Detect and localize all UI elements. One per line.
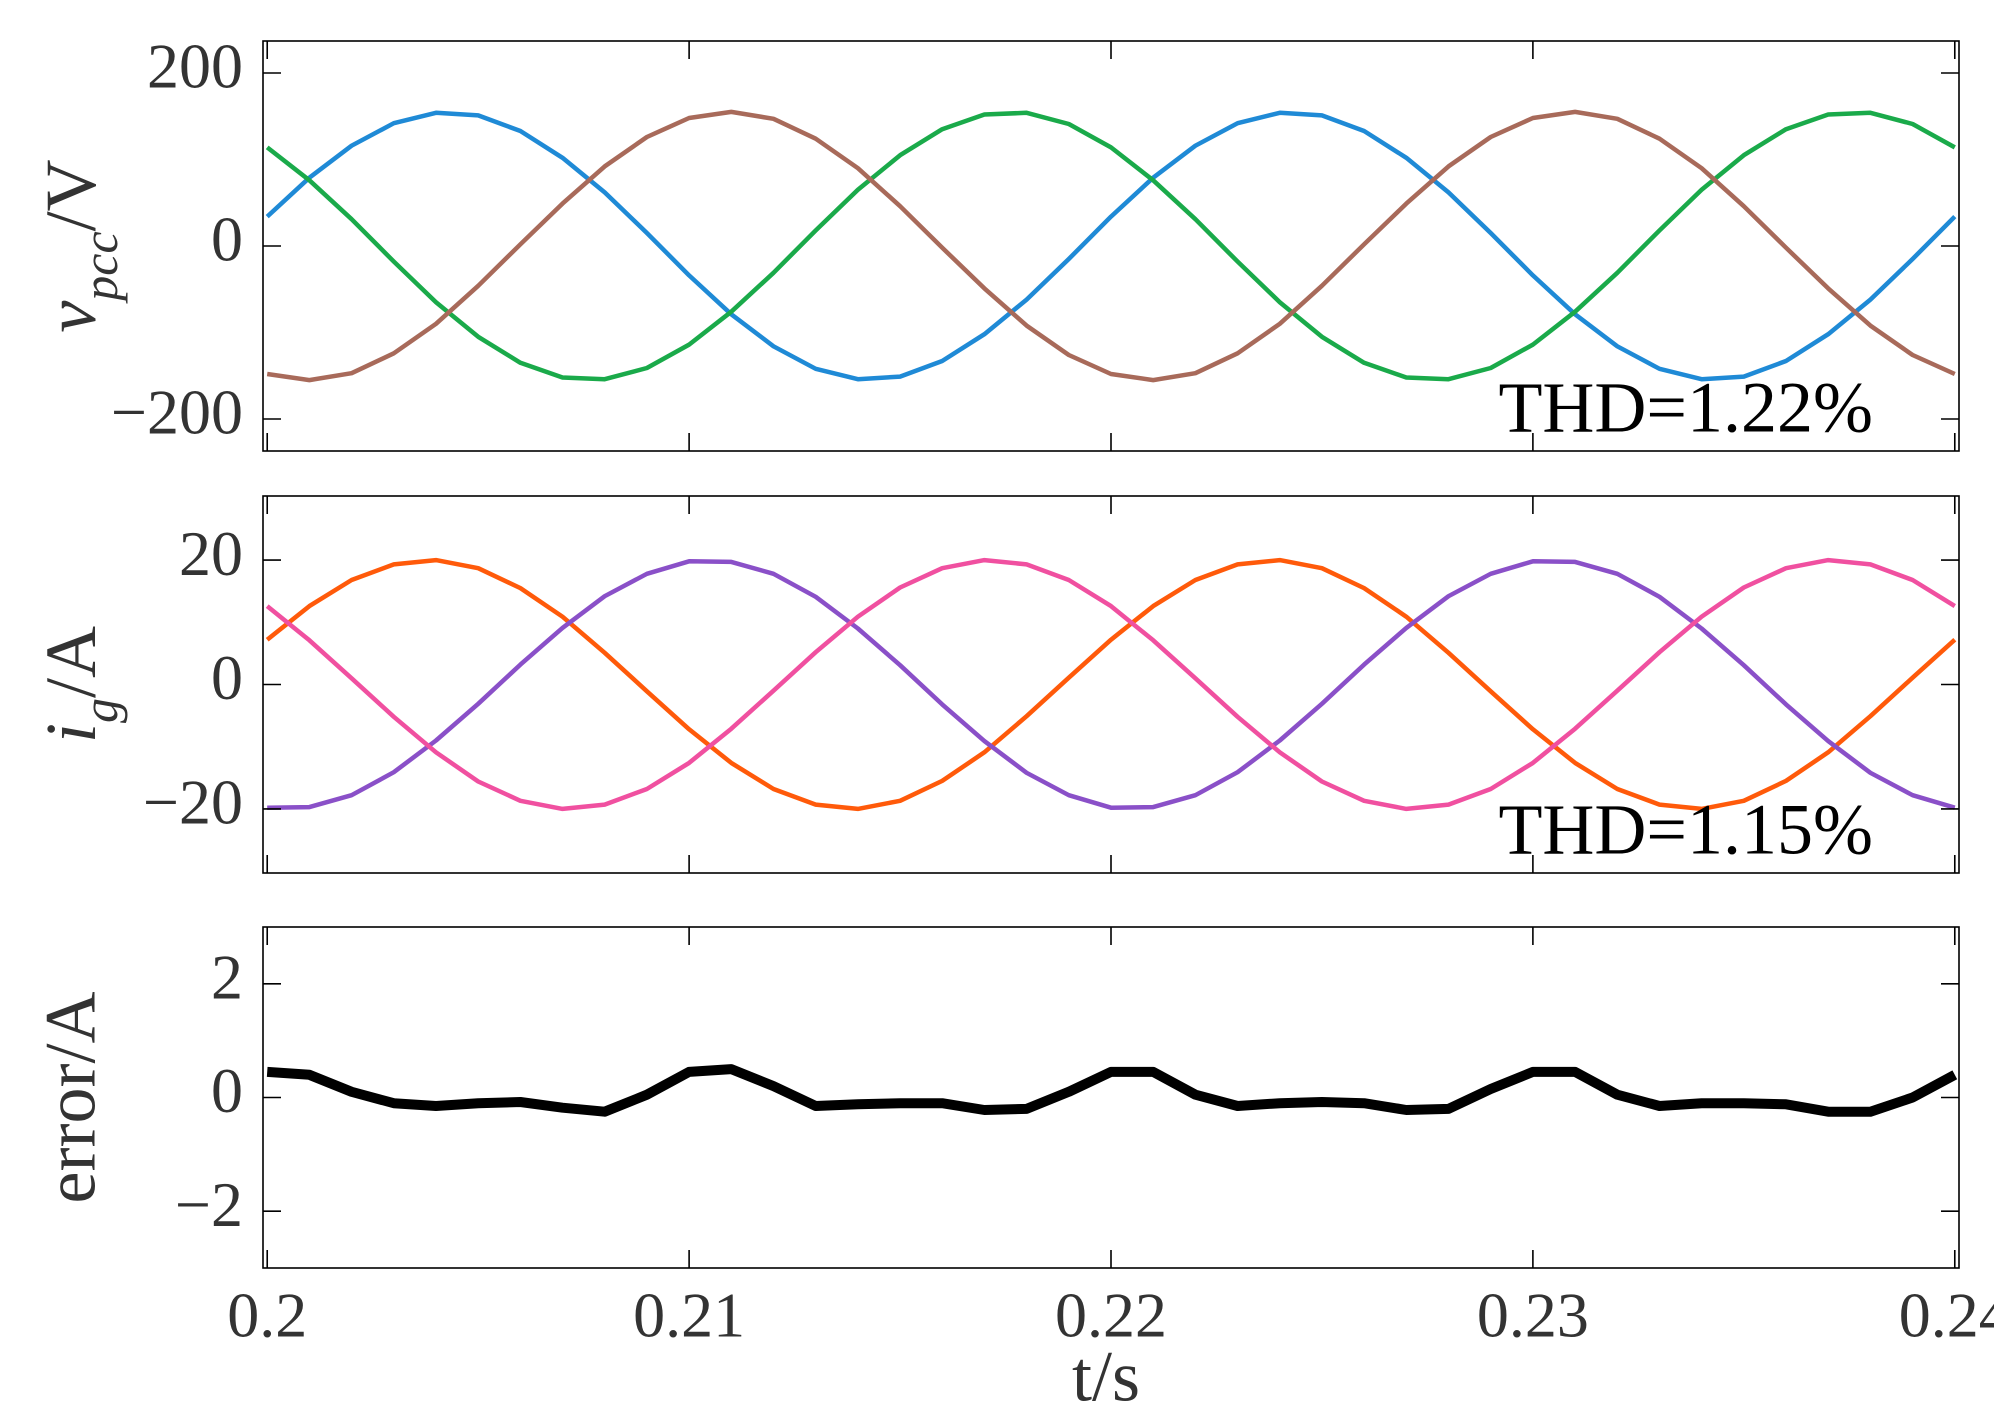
y-label-subscript: pcc: [72, 231, 128, 303]
series-line: [267, 559, 1956, 810]
series-line: [265, 110, 1957, 382]
x-tick-label: 0.22: [1055, 1280, 1167, 1351]
y-tick-label: 0: [211, 642, 243, 713]
series-line: [266, 109, 1956, 383]
y-label-unit: /V: [31, 159, 111, 231]
y-axis-label: ig/A: [31, 626, 129, 743]
annotation: THD=1.15%: [1498, 790, 1873, 870]
y-tick-label: 20: [179, 518, 243, 589]
x-tick-label: 0.23: [1477, 1280, 1589, 1351]
y-label-symbol: i: [31, 723, 111, 743]
y-axis-label: vpcc/V: [31, 159, 129, 332]
series-line: [265, 110, 1956, 382]
y-label-subscript: g: [72, 698, 128, 723]
series-line: [265, 557, 1957, 812]
y-tick-label: 200: [147, 31, 243, 102]
y-tick-label: 0: [211, 204, 243, 275]
x-axis-label: t/s: [1072, 1337, 1140, 1417]
y-tick-label: −20: [143, 767, 243, 838]
x-tick-label: 0.24: [1899, 1280, 1994, 1351]
y-label-symbol: v: [31, 301, 111, 333]
y-axis-label: error/A: [31, 992, 111, 1204]
annotation: THD=1.22%: [1498, 368, 1873, 448]
x-tick-label: 0.21: [633, 1280, 745, 1351]
y-tick-label: −2: [175, 1169, 243, 1240]
y-label-unit: /A: [31, 626, 111, 698]
y-tick-label: 2: [211, 942, 243, 1013]
y-tick-label: 0: [211, 1055, 243, 1126]
y-tick-label: −200: [111, 377, 243, 448]
series-line: [265, 557, 1956, 812]
x-tick-label: 0.2: [227, 1280, 307, 1351]
series-line: [266, 1064, 1958, 1117]
